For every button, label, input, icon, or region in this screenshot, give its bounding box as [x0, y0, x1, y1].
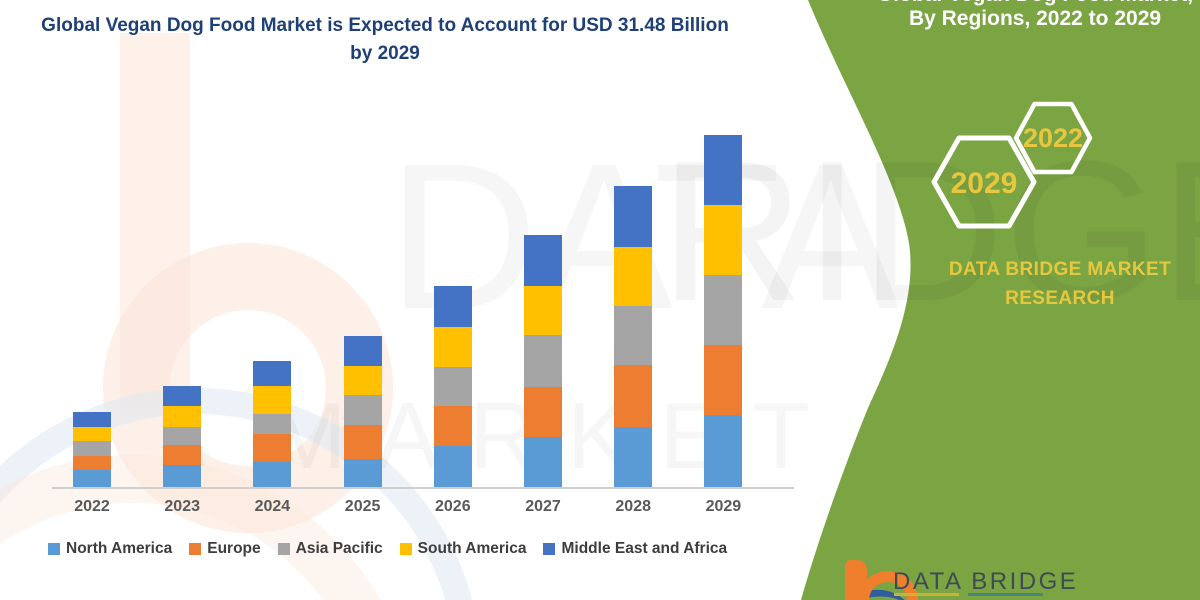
sidebar-clipped-title-line: Global Vegan Dog Food Market, — [872, 0, 1198, 7]
bar-segment-2027-north-america — [524, 436, 562, 487]
bar-segment-2022-asia-pacific — [73, 441, 111, 457]
x-axis-label-2025: 2025 — [344, 498, 381, 515]
legend-swatch-icon — [48, 543, 60, 555]
bar-segment-2025-north-america — [343, 458, 382, 487]
bar-segment-2029-europe — [704, 344, 743, 416]
bar-segment-2026-europe — [433, 406, 472, 446]
sidebar-brand-line2: RESEARCH — [1005, 288, 1115, 309]
hexagon-2029 — [931, 135, 1037, 229]
x-axis-label-2029: 2029 — [705, 498, 742, 515]
logo-underline-right — [968, 593, 1043, 596]
stacked-bar-2025 — [343, 336, 382, 487]
bar-segment-2026-middle-east-and-africa — [433, 286, 472, 328]
bar-segment-2023-middle-east-and-africa — [163, 386, 202, 406]
plot-area: 2022 2023 2024 2025 2026 2027 2028 2029 — [52, 135, 794, 515]
year-hexagons: 2022 2029 — [931, 101, 1093, 229]
bar-segment-2023-south-america — [163, 406, 202, 427]
x-axis-line — [52, 487, 794, 489]
bar-segment-2028-north-america — [614, 426, 653, 487]
x-axis-label-2028: 2028 — [615, 498, 651, 515]
legend-label: North America — [66, 540, 173, 557]
bar-segment-2024-north-america — [253, 461, 292, 487]
stacked-bar-2026 — [433, 286, 472, 487]
databridge-logo: DATA BRIDGE MARKET RESEARCH — [831, 554, 1198, 600]
x-axis-label-2027: 2027 — [525, 498, 561, 515]
legend-swatch-icon — [189, 543, 202, 555]
chart-legend: North America Europe Asia Pacific South Ame… — [48, 540, 808, 558]
legend-item-europe: Europe — [189, 540, 261, 558]
logo-brand-name: DATA BRIDGE — [893, 568, 1079, 595]
logo-underline-left — [894, 593, 959, 596]
x-axis-label-2024: 2024 — [254, 498, 291, 515]
bar-segment-2024-middle-east-and-africa — [253, 361, 292, 387]
legend-swatch-icon — [399, 543, 412, 555]
x-axis-label-2026: 2026 — [435, 498, 471, 515]
bar-segment-2027-asia-pacific — [524, 334, 562, 387]
bar-segment-2022-middle-east-and-africa — [73, 411, 111, 428]
watermark-on-green: RIDGE — [660, 120, 1200, 343]
bar-segment-2028-south-america — [614, 247, 653, 306]
stacked-bar-2027 — [524, 235, 562, 487]
legend-label: South America — [417, 540, 527, 557]
bar-segment-2027-europe — [524, 386, 562, 437]
hexagon-2029-label: 2029 — [951, 167, 1018, 200]
bar-segment-2029-north-america — [704, 415, 743, 487]
bar-segment-2023-north-america — [163, 465, 202, 487]
bar-segment-2023-asia-pacific — [163, 427, 202, 446]
stacked-bar-2028 — [614, 185, 653, 487]
bar-segment-2026-north-america — [433, 446, 472, 487]
x-axis-label-2023: 2023 — [164, 498, 200, 515]
bar-segment-2022-europe — [73, 456, 111, 471]
stacked-bar-2029 — [704, 135, 743, 487]
stacked-bar-2022 — [73, 411, 111, 487]
legend-item-middle-east-and-africa: Middle East and Africa — [543, 540, 727, 558]
bar-segment-2027-middle-east-and-africa — [524, 235, 562, 286]
stacked-bar-2023 — [163, 386, 202, 487]
bar-segment-2029-south-america — [704, 205, 743, 276]
hexagon-2022-label: 2022 — [1023, 123, 1083, 153]
bar-segment-2029-asia-pacific — [704, 275, 743, 345]
bar-segment-2025-middle-east-and-africa — [343, 336, 382, 367]
sidebar-subtitle: By Regions, 2022 to 2029 — [908, 7, 1162, 30]
stacked-bar-2024 — [253, 361, 292, 487]
sidebar-brand-text: DATA BRIDGE MARKET RESEARCH — [938, 255, 1182, 313]
bar-segment-2026-south-america — [433, 327, 472, 368]
hexagon-2022 — [1013, 101, 1093, 175]
bar-segment-2025-asia-pacific — [343, 395, 382, 426]
bar-segment-2028-middle-east-and-africa — [614, 185, 653, 248]
chart-title: Global Vegan Dog Food Market is Expected… — [41, 15, 729, 64]
legend-label: Europe — [207, 540, 261, 557]
bar-segment-2024-europe — [253, 434, 292, 462]
bar-segment-2026-asia-pacific — [433, 367, 472, 407]
bar-segment-2027-south-america — [524, 285, 562, 335]
legend-label: Asia Pacific — [295, 540, 383, 557]
legend-item-asia-pacific: Asia Pacific — [277, 540, 383, 558]
bar-segment-2022-north-america — [73, 470, 111, 487]
logo-b-bowl-icon — [858, 571, 918, 600]
legend-item-north-america: North America — [48, 540, 172, 558]
bar-segment-2022-south-america — [73, 427, 111, 442]
legend-item-south-america: South America — [399, 540, 527, 558]
legend-swatch-icon — [277, 543, 290, 555]
bar-segment-2025-europe — [343, 425, 382, 459]
bar-segment-2028-asia-pacific — [614, 305, 653, 365]
sidebar-brand-line1: DATA BRIDGE MARKET — [948, 259, 1172, 280]
legend-label: Middle East and Africa — [561, 540, 728, 557]
bar-segment-2028-europe — [614, 364, 653, 427]
bar-segment-2025-south-america — [343, 366, 382, 396]
logo-brand-sub: MARKET RESEARCH — [896, 597, 1094, 600]
bar-segment-2023-europe — [163, 445, 202, 466]
x-axis-label-2022: 2022 — [74, 498, 110, 515]
bar-segment-2024-asia-pacific — [253, 413, 292, 435]
bar-segment-2029-middle-east-and-africa — [704, 135, 743, 206]
bar-segment-2024-south-america — [253, 386, 292, 414]
legend-swatch-icon — [543, 543, 556, 555]
